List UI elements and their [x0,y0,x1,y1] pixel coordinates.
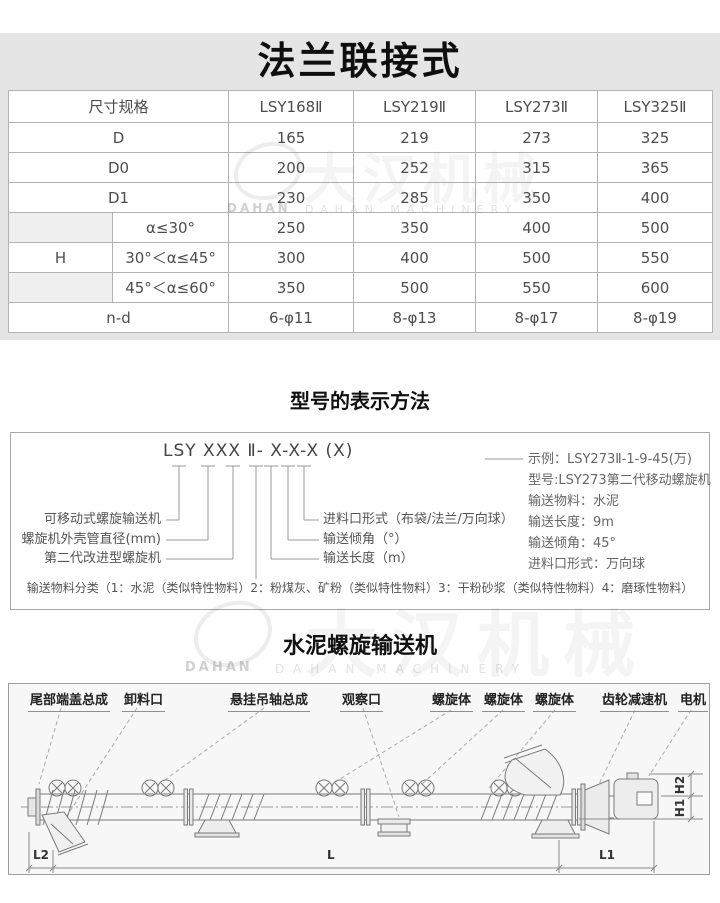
cell: 500 [597,212,714,243]
watermark-en-text: DAHAN MACHINERY [275,662,529,676]
example-line: 输送长度：9m [528,515,614,530]
example-line: 输送倾角：45° [528,536,617,551]
cell: 400 [353,242,477,273]
cell: 219 [353,122,477,153]
cell: 600 [597,272,714,303]
cell: 400 [475,212,599,243]
drawing-section-title: 水泥螺旋输送机 [282,634,437,659]
model-right-label: 输送长度（m） [323,551,414,566]
example-line: 型号:LSY273第二代移动螺旋机 [528,473,711,488]
part-label-screw: 螺旋体 [533,689,577,712]
cell: 300 [228,242,355,273]
dim-label-h1: H1 [673,798,688,818]
row-label: n-d [7,302,230,333]
conveyor-technical-drawing [21,707,703,873]
cell: 550 [597,242,714,273]
dim-label-l2: L2 [33,848,49,862]
model-left-label: 可移动式螺旋输送机 [43,512,161,527]
banner-band: 法兰联接式 尺寸规格 LSY168Ⅱ LSY219Ⅱ LSY273Ⅱ LSY32… [0,33,720,340]
row-sublabel: α≤30° [111,212,230,243]
row-label: D1 [7,182,230,213]
cell: 325 [597,122,714,153]
material-classification-note: 输送物料分类（1：水泥（类似特性物料）2：粉煤灰、矿粉（类似特性物料）3：干粉砂… [26,581,694,595]
model-example-block: 示例：LSY273Ⅱ-1-9-45(万) 型号:LSY273第二代移动螺旋机 输… [528,449,711,575]
col-header: LSY219Ⅱ [353,90,477,123]
dim-label-l1: L1 [599,848,615,862]
model-section-title: 型号的表示方法 [290,389,430,413]
table-row: 45°＜α≤60° 350 500 550 600 [8,272,714,303]
row-sublabel: 45°＜α≤60° [111,272,230,303]
model-right-label: 输送倾角（°） [323,532,408,547]
cell: 252 [353,152,477,183]
example-line: 输送物料：水泥 [528,494,620,509]
table-row: D1 230 285 350 400 [7,182,714,213]
watermark-short-text: DAHAN [185,660,253,675]
table-row: n-d 6-φ11 8-φ13 8-φ17 8-φ19 [7,302,714,333]
table-row: D 165 219 273 325 [7,122,714,153]
table-row: α≤30° 250 350 400 500 [8,212,714,243]
part-label-inspection: 观察口 [340,689,384,712]
page-title: 法兰联接式 [257,39,463,83]
empty-cell [8,212,113,243]
cell: 400 [597,182,714,213]
cell: 6-φ11 [228,302,355,333]
cell: 500 [353,272,477,303]
part-label-screw: 螺旋体 [430,689,474,712]
part-label-tail-cover: 尾部端盖总成 [28,689,111,712]
col-header: LSY273Ⅱ [475,90,599,123]
model-formula: LSY XXX Ⅱ- X-X-X (X) [163,441,354,461]
cell: 8-φ13 [353,302,477,333]
cell: 250 [228,212,355,243]
dim-label-h2: H2 [673,775,688,795]
col-header: LSY325Ⅱ [597,90,714,123]
part-label-gear-reducer: 齿轮减速机 [600,689,670,712]
cell: 350 [475,182,599,213]
cell: 315 [475,152,599,183]
col-header: LSY168Ⅱ [228,90,355,123]
model-diagram-box: LSY XXX Ⅱ- X-X-X (X) 可移动式螺旋输送机 螺旋机外壳管直径(… [10,432,711,610]
cell: 550 [475,272,599,303]
cell: 500 [475,242,599,273]
model-connector-lines [166,458,523,579]
dim-label-l: L [327,848,335,862]
part-label-hanger: 悬挂吊轴总成 [228,689,311,712]
cell: 273 [475,122,599,153]
part-label-motor: 电机 [678,689,709,712]
row-sublabel: 30°＜α≤45° [111,242,230,273]
cell: 365 [597,152,714,183]
row-label: D0 [7,152,230,183]
example-line: 进料口形式：万向球 [528,557,646,572]
part-label-screw: 螺旋体 [482,689,526,712]
example-line: 示例：LSY273Ⅱ-1-9-45(万) [528,452,692,467]
model-left-label: 螺旋机外壳管直径(mm) [21,532,161,547]
cell: 165 [228,122,355,153]
empty-cell [8,272,113,303]
spec-table: 尺寸规格 LSY168Ⅱ LSY219Ⅱ LSY273Ⅱ LSY325Ⅱ D 1… [7,90,714,333]
table-header-row: 尺寸规格 LSY168Ⅱ LSY219Ⅱ LSY273Ⅱ LSY325Ⅱ [7,90,714,123]
cell: 285 [353,182,477,213]
cell: 8-φ19 [597,302,714,333]
part-label-discharge: 卸料口 [122,689,166,712]
row-group-label: H [8,242,113,273]
table-row: D0 200 252 315 365 [7,152,714,183]
cell: 350 [353,212,477,243]
row-label: D [7,122,230,153]
model-left-label: 第二代改进型螺旋机 [43,551,161,566]
cell: 8-φ17 [475,302,599,333]
model-right-label: 进料口形式（布袋/法兰/万向球） [323,512,514,527]
col-header: 尺寸规格 [7,90,230,123]
table-row: H 30°＜α≤45° 300 400 500 550 [8,242,714,273]
conveyor-drawing-box: 尾部端盖总成 卸料口 悬挂吊轴总成 观察口 螺旋体 螺旋体 螺旋体 齿轮减速机 … [8,683,710,875]
cell: 200 [228,152,355,183]
cell: 350 [228,272,355,303]
cell: 230 [228,182,355,213]
